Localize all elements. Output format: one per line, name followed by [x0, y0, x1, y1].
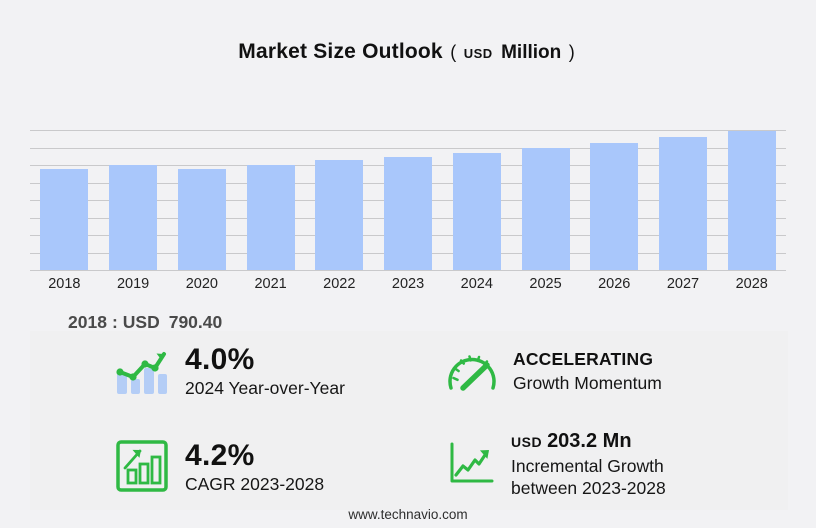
- bar-slot-2021: [236, 130, 305, 270]
- bar-2027: [658, 136, 707, 270]
- base-year-year: 2018: [68, 312, 107, 332]
- stat-incremental-growth: USD 203.2 Mn Incremental Growth between 2…: [446, 429, 666, 501]
- title-unit: Million: [501, 42, 562, 63]
- x-label-2025: 2025: [529, 276, 562, 292]
- stat-momentum: ACCELERATING Growth Momentum: [446, 349, 662, 395]
- growth-chart-box-icon: [114, 438, 170, 499]
- x-label-2028: 2028: [735, 276, 768, 292]
- momentum-label: Growth Momentum: [513, 373, 662, 394]
- bar-slot-2026: [580, 130, 649, 270]
- base-year-currency: USD: [122, 312, 160, 332]
- bar-slot-2025: [511, 130, 580, 270]
- bar-slot-2023: [374, 130, 443, 270]
- yoy-value: 4.0%: [185, 342, 255, 376]
- bar-2023: [384, 157, 433, 270]
- bar-2025: [521, 147, 570, 270]
- base-year-annotation: 2018: USD 790.40: [68, 312, 222, 333]
- title-main: Market Size Outlook: [238, 40, 443, 63]
- incremental-growth-icon: [446, 439, 496, 492]
- bar-2028: [727, 131, 776, 270]
- bar-2020: [177, 168, 226, 270]
- page-title: Market Size Outlook ( USD Million ): [0, 40, 816, 64]
- cagr-value: 4.2%: [185, 438, 255, 472]
- title-open-paren: (: [450, 42, 457, 62]
- base-year-value: 790.40: [168, 312, 223, 332]
- stats-panel: [30, 331, 788, 510]
- bar-slot-2020: [167, 130, 236, 270]
- stat-yoy: 4.0% 2024 Year-over-Year: [112, 343, 345, 401]
- website-url: www.technavio.com: [348, 507, 468, 522]
- x-label-2020: 2020: [185, 276, 218, 292]
- x-axis-labels: 2018 2019 2020 2021 2022 2023 2024 2025 2026 2027…: [30, 276, 786, 292]
- bar-2024: [452, 152, 501, 270]
- base-year-separator: :: [111, 312, 118, 332]
- bar-2019: [109, 165, 158, 270]
- chart-plot-area: [30, 130, 786, 271]
- bar-slot-2018: [30, 130, 99, 270]
- speedometer-icon: [446, 348, 498, 397]
- incremental-currency: USD: [511, 434, 543, 451]
- incremental-headline: USD 203.2 Mn: [511, 430, 666, 453]
- bar-chart-trend-icon: [112, 344, 170, 401]
- bar-2022: [315, 160, 364, 270]
- bars-row: [30, 130, 786, 270]
- title-currency: USD: [463, 46, 493, 61]
- x-label-2027: 2027: [666, 276, 700, 292]
- bar-2021: [246, 165, 295, 270]
- incremental-label-line1: Incremental Growth: [511, 456, 664, 477]
- x-label-2022: 2022: [323, 276, 356, 292]
- x-label-2026: 2026: [598, 276, 631, 292]
- incremental-value: 203.2 Mn: [547, 430, 632, 453]
- bar-slot-2019: [99, 130, 168, 270]
- gridline: [30, 270, 786, 271]
- bar-2026: [590, 142, 639, 270]
- x-label-2021: 2021: [254, 276, 287, 292]
- bar-slot-2027: [649, 130, 718, 270]
- momentum-value: ACCELERATING: [513, 349, 654, 370]
- cagr-label: CAGR 2023-2028: [185, 474, 325, 495]
- gridline: [30, 147, 786, 149]
- x-label-2023: 2023: [391, 276, 425, 292]
- x-label-2018: 2018: [48, 276, 81, 292]
- x-label-2019: 2019: [116, 276, 150, 292]
- bar-slot-2024: [442, 130, 511, 270]
- yoy-label: 2024 Year-over-Year: [185, 378, 345, 399]
- bar-slot-2022: [305, 130, 374, 270]
- x-label-2024: 2024: [460, 276, 493, 292]
- incremental-label-line2: between 2023-2028: [511, 478, 666, 498]
- bar-2018: [40, 169, 89, 270]
- title-close-paren: ): [568, 42, 575, 62]
- gridline: [30, 130, 786, 131]
- stat-cagr: 4.2% CAGR 2023-2028: [114, 438, 324, 498]
- bar-slot-2028: [717, 130, 786, 270]
